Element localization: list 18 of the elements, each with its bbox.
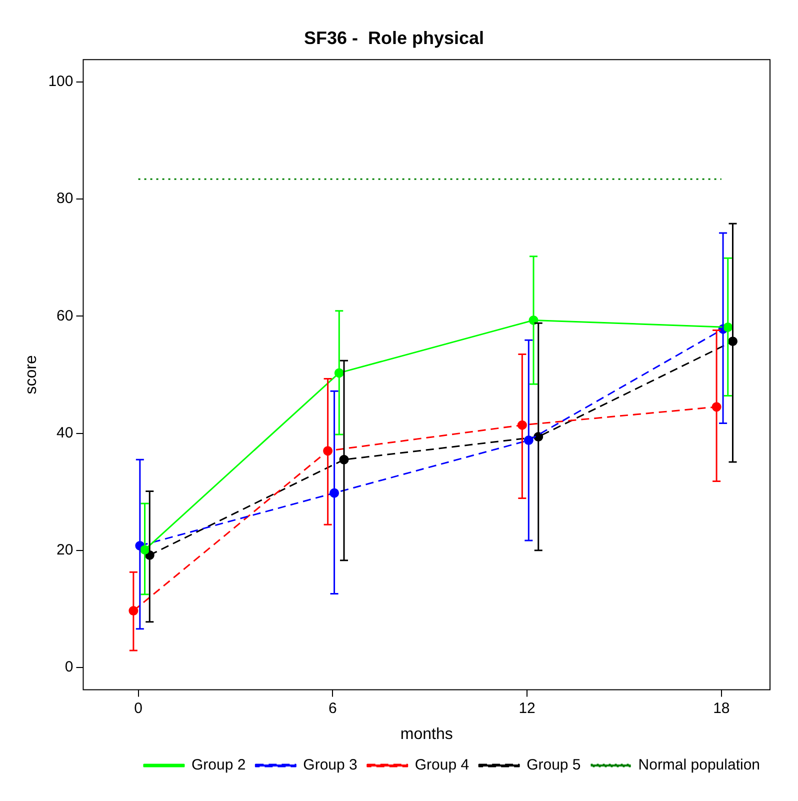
legend-label: Group 2	[191, 756, 246, 774]
y-tick-label: 60	[56, 307, 74, 324]
chart-title: SF36 - Role physical	[304, 28, 484, 48]
y-axis-title: score	[23, 355, 40, 394]
legend-label: Group 4	[414, 756, 470, 774]
y-tick-label: 40	[56, 424, 74, 442]
x-tick-label: 0	[134, 700, 142, 717]
x-axis-title: months	[400, 726, 453, 743]
y-tick-label: 80	[56, 190, 74, 208]
legend-label: Normal population	[638, 756, 760, 774]
x-tick-label: 6	[328, 700, 337, 717]
y-tick-label: 100	[48, 72, 74, 90]
y-tick-label: 0	[64, 658, 74, 676]
legend-label: Group 5	[526, 756, 581, 774]
x-tick-label: 12	[518, 700, 536, 717]
y-tick-label: 20	[56, 542, 74, 559]
legend-label: Group 3	[303, 756, 358, 774]
x-tick-label: 18	[713, 700, 730, 717]
